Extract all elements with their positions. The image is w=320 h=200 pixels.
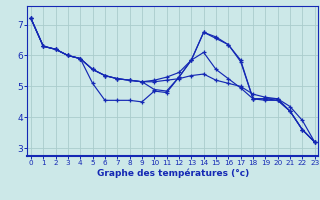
- X-axis label: Graphe des températures (°c): Graphe des températures (°c): [97, 169, 249, 178]
